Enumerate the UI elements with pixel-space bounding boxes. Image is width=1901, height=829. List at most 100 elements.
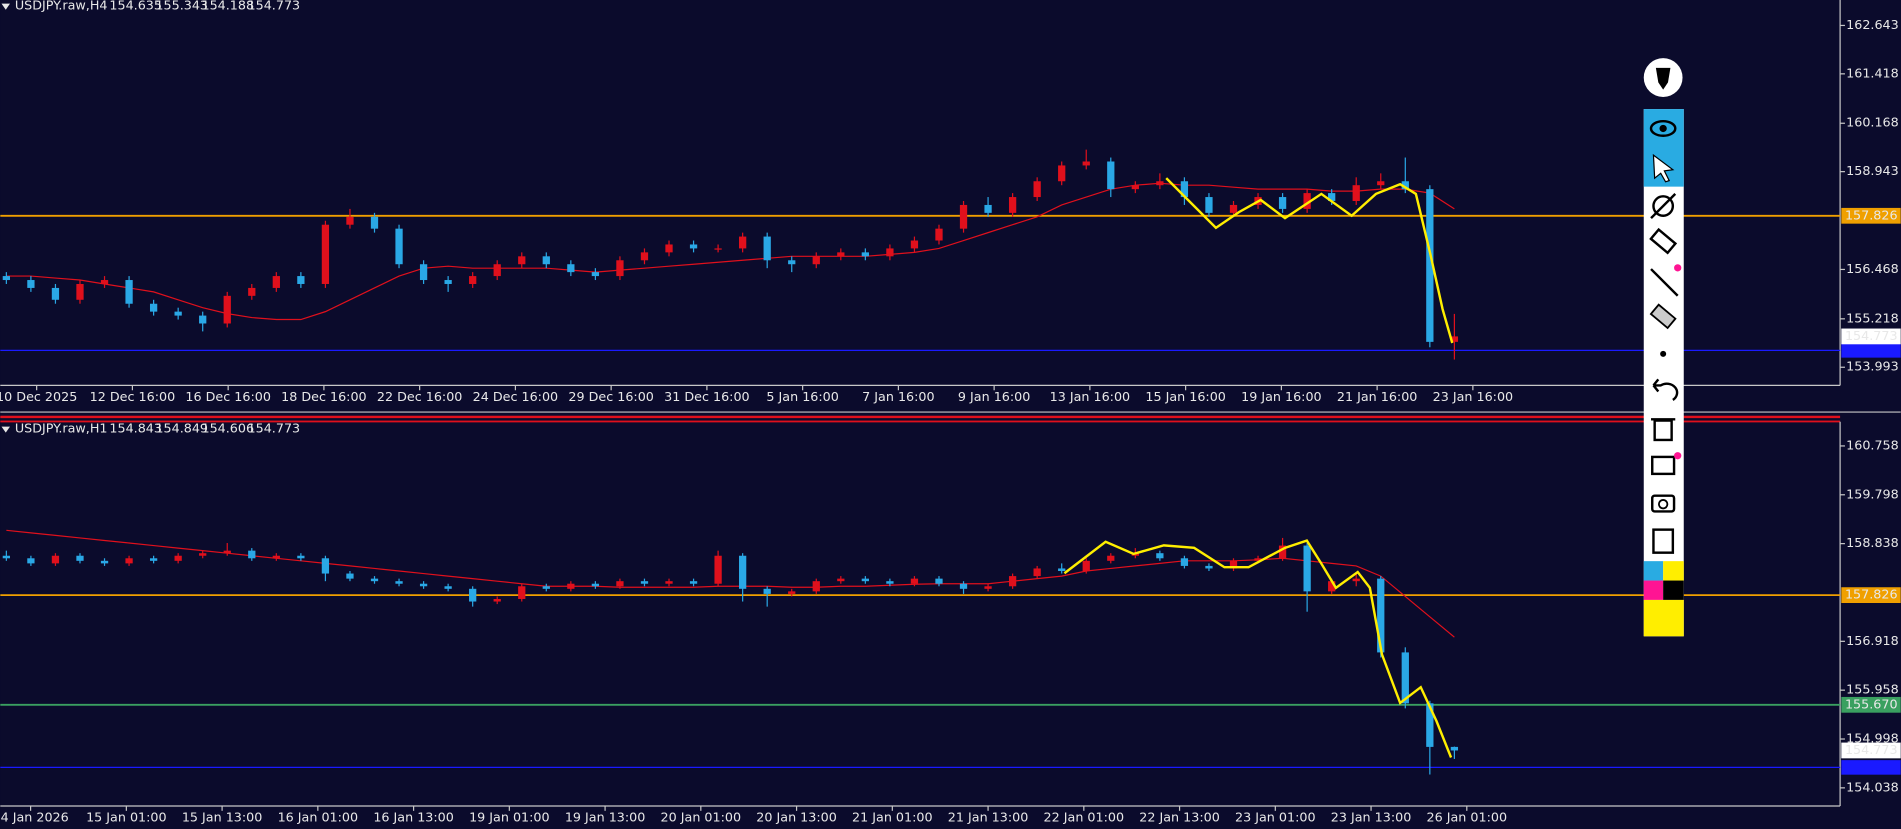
candle-body [493, 264, 501, 277]
eraser-tool[interactable] [1649, 303, 1677, 330]
candle-body [665, 581, 673, 584]
x-tick-label: 31 Dec 16:00 [664, 389, 750, 404]
candle-body [469, 588, 477, 602]
collapse-arrow[interactable] [1, 426, 10, 433]
x-tick-label: 15 Jan 01:00 [86, 810, 167, 825]
candle-body [1401, 181, 1409, 190]
drawing[interactable] [1063, 539, 1453, 758]
x-tick-label: 21 Jan 13:00 [948, 810, 1029, 825]
candle-body [714, 248, 722, 250]
y-tick-label: 154.038 [1846, 779, 1899, 794]
current-color[interactable] [1643, 599, 1684, 637]
ohlc-value: 155.343 [155, 0, 208, 13]
candle-body [27, 280, 35, 288]
level-tag [1841, 587, 1901, 604]
pen-icon [1655, 67, 1671, 90]
separator [0, 415, 1841, 419]
chart-title: USDJPY.raw,H1 [15, 421, 108, 436]
candle-body [910, 578, 919, 584]
camera-tool[interactable] [1651, 494, 1676, 513]
timer-tool[interactable] [1652, 195, 1675, 217]
candle-body [125, 280, 133, 304]
ohlc-value: 154.606 [201, 421, 254, 436]
ohlc-value: 154.773 [248, 0, 301, 13]
candle-body [1033, 568, 1041, 577]
y-tick-label: 154.998 [1846, 731, 1899, 746]
candle-body [1008, 576, 1017, 587]
eye-tool[interactable] [1649, 119, 1677, 137]
candle-body [1229, 204, 1238, 213]
candle-body [1426, 703, 1434, 747]
candle-body [1303, 545, 1311, 592]
candle-body [321, 224, 330, 284]
candle-body [444, 280, 452, 284]
candle-body [959, 583, 968, 589]
x-tick-label: 19 Jan 01:00 [469, 810, 550, 825]
color-yellow[interactable] [1663, 561, 1684, 581]
dot-tool[interactable] [1660, 350, 1667, 357]
candle-body [321, 558, 330, 574]
x-tick-label: 24 Dec 16:00 [473, 389, 559, 404]
y-tick-label: 155.958 [1846, 682, 1899, 697]
x-tick-label: 23 Jan 13:00 [1331, 810, 1412, 825]
candle-body [567, 583, 575, 589]
highlighter-tool[interactable] [1649, 227, 1678, 255]
chart-title: USDJPY.raw,H4 [15, 0, 108, 13]
candle-body [886, 581, 894, 584]
x-tick-label: 23 Jan 16:00 [1433, 389, 1514, 404]
x-tick-label: 19 Jan 16:00 [1241, 389, 1322, 404]
candle-body [763, 236, 771, 261]
candle-body [1156, 553, 1164, 559]
collapse-arrow[interactable] [1, 3, 10, 10]
candle-body [1058, 165, 1066, 182]
x-tick-label: 16 Jan 01:00 [278, 810, 359, 825]
candle-body [100, 280, 109, 284]
candle-body [272, 555, 280, 559]
candle-body [837, 578, 845, 582]
candle-body [591, 272, 600, 277]
undo-tool[interactable] [1652, 378, 1679, 401]
candle-body [1131, 185, 1139, 190]
candle-body [149, 558, 158, 561]
candle-body [714, 555, 722, 584]
candle-body [1450, 746, 1459, 751]
x-tick-label: 7 Jan 16:00 [862, 389, 934, 404]
candle-body [591, 583, 600, 587]
cursor-tool[interactable] [1652, 153, 1675, 183]
candle-body [1278, 197, 1287, 209]
x-tick-label: 22 Jan 13:00 [1139, 810, 1220, 825]
candle-body [346, 573, 354, 579]
y-tick-label: 160.168 [1846, 115, 1899, 130]
y-tick-label: 160.758 [1846, 437, 1899, 452]
board-tool[interactable] [1651, 455, 1676, 476]
candle-body [395, 581, 403, 584]
candle-body [1426, 189, 1434, 342]
candle-body [2, 555, 10, 559]
y-tick-label: 161.418 [1846, 65, 1899, 80]
color-black[interactable] [1663, 580, 1684, 600]
color-magenta[interactable] [1643, 580, 1664, 600]
candle-body [763, 588, 771, 594]
x-tick-label: 16 Dec 16:00 [185, 389, 271, 404]
y-tick-label: 158.943 [1846, 163, 1899, 178]
y-tick-label: 159.798 [1846, 486, 1899, 501]
candle-body [1229, 560, 1238, 569]
candle-body [1180, 181, 1189, 198]
candle-body [616, 260, 624, 277]
level-tag [1841, 696, 1901, 713]
color-cyan[interactable] [1643, 561, 1664, 581]
drawing[interactable] [1165, 177, 1454, 344]
candle-body [542, 586, 550, 589]
candle-body [1352, 185, 1360, 202]
candle-body [1377, 181, 1385, 186]
candle-body [444, 586, 452, 589]
line-tool[interactable] [1650, 268, 1679, 297]
clipboard-tool[interactable] [1652, 528, 1675, 554]
x-tick-label: 9 Jan 16:00 [958, 389, 1030, 404]
candle-body [861, 578, 869, 582]
level-label: 157.826 [1845, 587, 1898, 602]
candle-body [1008, 197, 1017, 213]
x-tick-label: 22 Dec 16:00 [377, 389, 463, 404]
